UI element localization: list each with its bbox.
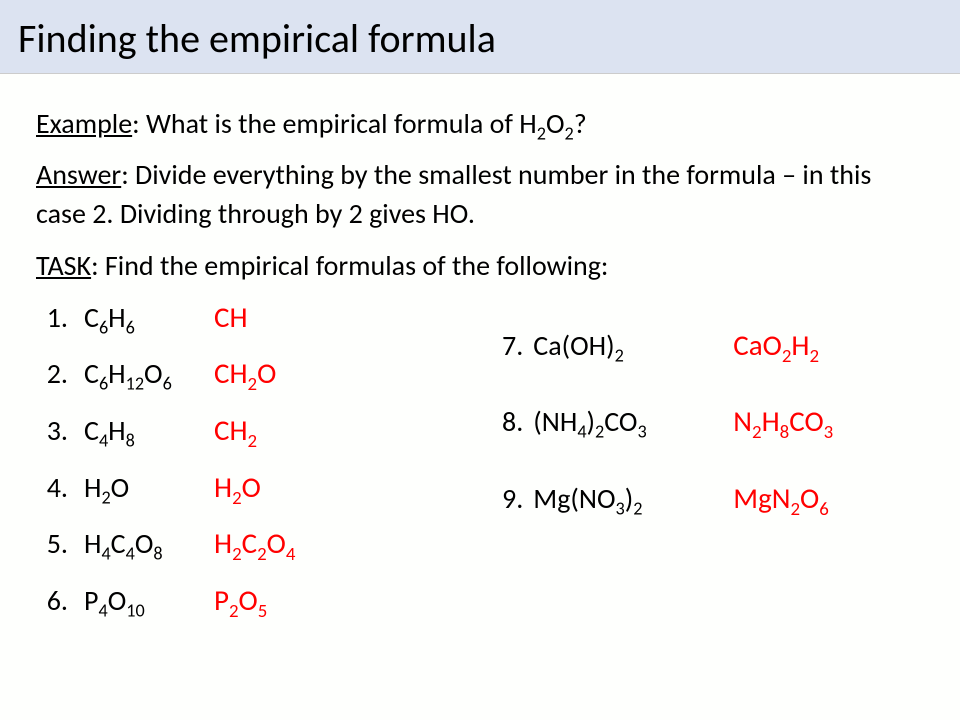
item-formula: H2O: [84, 468, 214, 507]
item-formula: C6H6: [84, 298, 214, 337]
item-number: 6.: [36, 581, 84, 620]
example-sub-1: 2: [537, 123, 546, 145]
left-item-5: 5.H4C4O8H2C2O4: [36, 523, 499, 564]
answer-text: : Divide everything by the smallest numb…: [36, 157, 871, 231]
example-sub-2: 2: [564, 123, 573, 145]
slide-title: Finding the empirical formula: [0, 0, 960, 74]
item-answer: CH: [214, 297, 248, 338]
item-answer: H2C2O4: [214, 523, 295, 564]
item-formula: H4C4O8: [84, 524, 214, 563]
left-item-4: 4.H2OH2O: [36, 467, 499, 508]
item-answer: P2O5: [214, 580, 267, 621]
item-answer: H2O: [214, 467, 261, 508]
example-end: ?: [574, 106, 587, 141]
item-formula: C6H12O6: [84, 354, 214, 393]
example-label: Example: [36, 106, 132, 141]
item-number: 2.: [36, 354, 84, 393]
item-formula: C4H8: [84, 411, 214, 450]
left-item-2: 2.C6H12O6CH2O: [36, 353, 499, 394]
item-number: 8.: [499, 402, 533, 441]
item-formula: (NH4)2CO3: [533, 402, 733, 441]
task-text: : Find the empirical formulas of the fol…: [91, 248, 608, 283]
task-columns: 1.C6H6CH2.C6H12O6CH2O3.C4H8CH24.H2OH2O5.…: [36, 297, 924, 637]
right-column: 7.Ca(OH)2CaO2H2 8.(NH4)2CO3N2H8CO3 9.Mg(NO…: [499, 297, 924, 637]
right-item-1: 7.Ca(OH)2CaO2H2: [499, 325, 924, 366]
left-column: 1.C6H6CH2.C6H12O6CH2O3.C4H8CH24.H2OH2O5.…: [36, 297, 499, 637]
item-number: 9.: [499, 479, 533, 518]
example-mid: O: [546, 106, 565, 141]
example-text-1: : What is the empirical formula of H: [132, 106, 537, 141]
item-answer: CH2: [214, 410, 257, 451]
left-item-6: 6.P4O10P2O5: [36, 580, 499, 621]
right-item-3: 9.Mg(NO3)2MgN2O6: [499, 478, 924, 519]
item-answer: CH2O: [214, 353, 276, 394]
item-formula: Ca(OH)2: [533, 326, 733, 365]
item-answer: CaO2H2: [733, 325, 819, 366]
item-answer: MgN2O6: [733, 478, 829, 519]
answer-line: Answer: Divide everything by the smalles…: [36, 155, 924, 233]
item-number: 4.: [36, 468, 84, 507]
item-number: 3.: [36, 411, 84, 450]
left-item-3: 3.C4H8CH2: [36, 410, 499, 451]
left-item-1: 1.C6H6CH: [36, 297, 499, 338]
task-label: TASK: [36, 248, 91, 283]
task-line: TASK: Find the empirical formulas of the…: [36, 246, 924, 285]
item-number: 5.: [36, 524, 84, 563]
item-answer: N2H8CO3: [733, 401, 833, 442]
item-number: 7.: [499, 326, 533, 365]
item-formula: P4O10: [84, 581, 214, 620]
answer-label: Answer: [36, 157, 121, 192]
item-number: 1.: [36, 298, 84, 337]
slide-body: Example: What is the empirical formula o…: [0, 74, 960, 636]
example-line: Example: What is the empirical formula o…: [36, 104, 924, 143]
item-formula: Mg(NO3)2: [533, 479, 733, 518]
right-item-2: 8.(NH4)2CO3N2H8CO3: [499, 401, 924, 442]
